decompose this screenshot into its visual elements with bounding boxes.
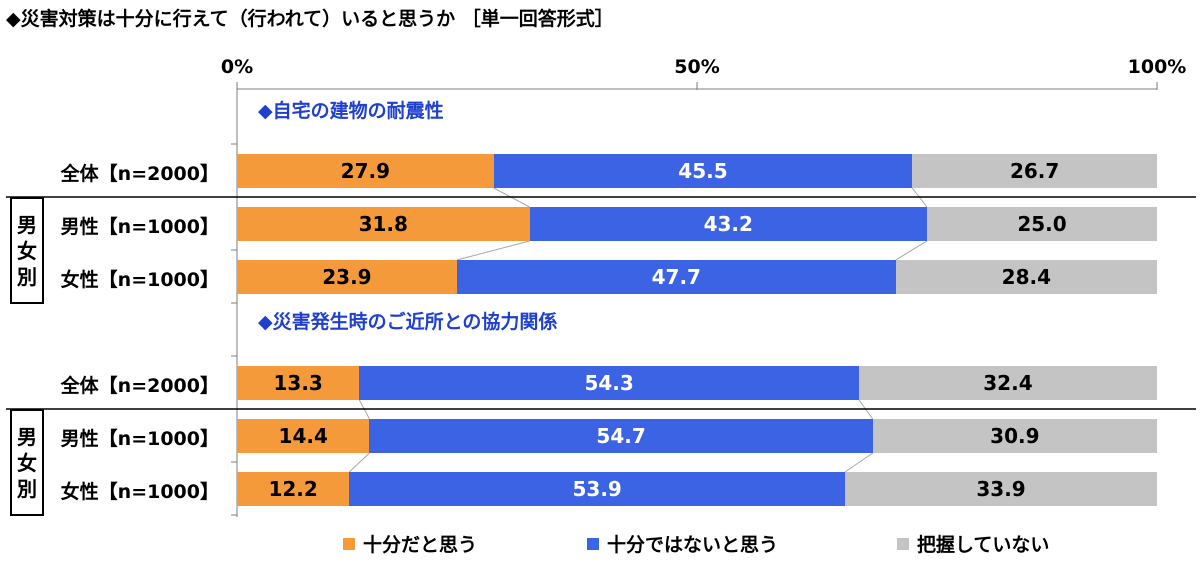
group-label-char: 別 — [17, 264, 37, 289]
bar-segment: 25.0 — [927, 207, 1157, 241]
group-label-char: 別 — [17, 476, 37, 501]
bar-segment: 31.8 — [237, 207, 530, 241]
bar-segment: 45.5 — [493, 154, 913, 188]
x-tick-label: 50% — [674, 56, 720, 78]
legend-item: 把握していない — [897, 530, 1049, 557]
bar-segment: 13.3 — [237, 366, 360, 400]
row-label: 男性【n=1000】 — [60, 428, 219, 450]
row-label: 全体【n=2000】 — [60, 375, 219, 397]
legend-label: 十分だと思う — [363, 534, 478, 556]
bar-segment: 32.4 — [858, 366, 1157, 400]
bar-segment: 54.7 — [369, 419, 873, 453]
group-label-char: 男 — [17, 212, 37, 237]
bar-segment: 30.9 — [872, 419, 1157, 453]
group-label-box: 男女別 — [10, 409, 44, 516]
legend-label: 把握していない — [917, 534, 1050, 556]
bar-segment: 27.9 — [237, 154, 494, 188]
row-label: 女性【n=1000】 — [60, 481, 219, 503]
bar-segment: 33.9 — [845, 472, 1157, 506]
row-label: 男性【n=1000】 — [60, 216, 219, 238]
series-connector-line — [895, 240, 928, 261]
bar-segment: 53.9 — [349, 472, 846, 506]
bar-segment: 43.2 — [529, 207, 927, 241]
group-label-char: 女 — [17, 238, 37, 263]
bar-segment: 23.9 — [237, 260, 457, 294]
bar-segment: 54.3 — [359, 366, 859, 400]
series-connector-line — [844, 452, 874, 473]
legend-item: 十分ではないと思う — [587, 530, 778, 557]
x-tick-label: 100% — [1127, 56, 1187, 78]
row-label: 女性【n=1000】 — [60, 269, 219, 291]
legend-swatch — [897, 537, 909, 550]
group-label-char: 女 — [17, 450, 37, 475]
chart-title: ◆災害対策は十分に行えて（行われて）いると思うか ［単一回答形式］ — [6, 8, 614, 30]
bar-segment: 26.7 — [912, 154, 1157, 188]
bar-segment: 47.7 — [456, 260, 896, 294]
section-title: ◆自宅の建物の耐震性 — [258, 100, 444, 122]
legend-swatch — [343, 537, 355, 550]
series-connector-line — [348, 452, 370, 473]
row-label: 全体【n=2000】 — [60, 163, 219, 185]
series-connector-line — [456, 240, 530, 261]
bar-segment: 14.4 — [237, 419, 370, 453]
bar-segment: 28.4 — [895, 260, 1157, 294]
legend-swatch — [587, 537, 599, 550]
group-label-box: 男女別 — [10, 197, 44, 304]
x-tick-label: 0% — [220, 56, 254, 78]
section-title: ◆災害発生時のご近所との協力関係 — [258, 311, 558, 333]
legend-item: 十分だと思う — [343, 530, 477, 557]
group-label-char: 男 — [17, 424, 37, 449]
legend-label: 十分ではないと思う — [607, 534, 779, 556]
bar-segment: 12.2 — [237, 472, 350, 506]
